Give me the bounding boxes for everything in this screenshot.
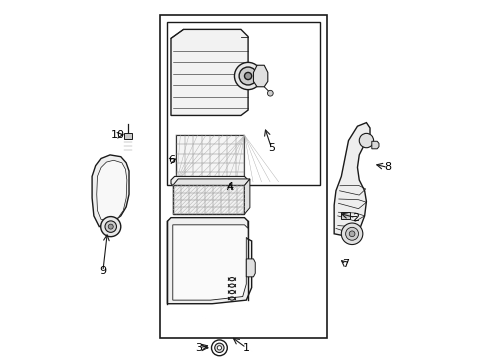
Polygon shape bbox=[244, 179, 249, 214]
Circle shape bbox=[105, 221, 116, 232]
Bar bbox=[167, 22, 319, 185]
Text: 7: 7 bbox=[342, 259, 349, 269]
Text: 9: 9 bbox=[99, 266, 106, 276]
Circle shape bbox=[345, 227, 358, 240]
Polygon shape bbox=[172, 179, 249, 185]
Bar bbox=[160, 15, 326, 338]
Circle shape bbox=[101, 217, 121, 237]
Circle shape bbox=[267, 90, 273, 96]
Circle shape bbox=[108, 224, 113, 229]
Polygon shape bbox=[167, 218, 251, 304]
Polygon shape bbox=[97, 160, 126, 221]
Bar bbox=[341, 212, 349, 220]
Polygon shape bbox=[172, 225, 247, 300]
Circle shape bbox=[244, 72, 251, 80]
Polygon shape bbox=[92, 155, 129, 226]
Circle shape bbox=[359, 134, 373, 148]
Polygon shape bbox=[371, 141, 378, 149]
Text: 2: 2 bbox=[351, 213, 359, 222]
Polygon shape bbox=[246, 259, 255, 277]
Polygon shape bbox=[171, 176, 247, 187]
Circle shape bbox=[234, 62, 261, 90]
Bar bbox=[124, 134, 131, 139]
Circle shape bbox=[211, 340, 227, 356]
Bar bbox=[176, 135, 244, 182]
Polygon shape bbox=[171, 30, 247, 116]
Circle shape bbox=[239, 67, 257, 85]
Polygon shape bbox=[333, 123, 369, 235]
Text: 6: 6 bbox=[168, 155, 175, 165]
Bar bbox=[172, 185, 244, 214]
Circle shape bbox=[214, 343, 224, 352]
Text: 3: 3 bbox=[195, 343, 202, 353]
Circle shape bbox=[341, 223, 362, 244]
Text: 5: 5 bbox=[267, 143, 274, 153]
Text: 10: 10 bbox=[111, 130, 125, 140]
Text: 4: 4 bbox=[226, 182, 233, 192]
Circle shape bbox=[217, 346, 221, 350]
Polygon shape bbox=[253, 65, 267, 87]
Text: 8: 8 bbox=[384, 162, 391, 172]
Circle shape bbox=[348, 231, 354, 237]
Text: 1: 1 bbox=[243, 343, 249, 353]
